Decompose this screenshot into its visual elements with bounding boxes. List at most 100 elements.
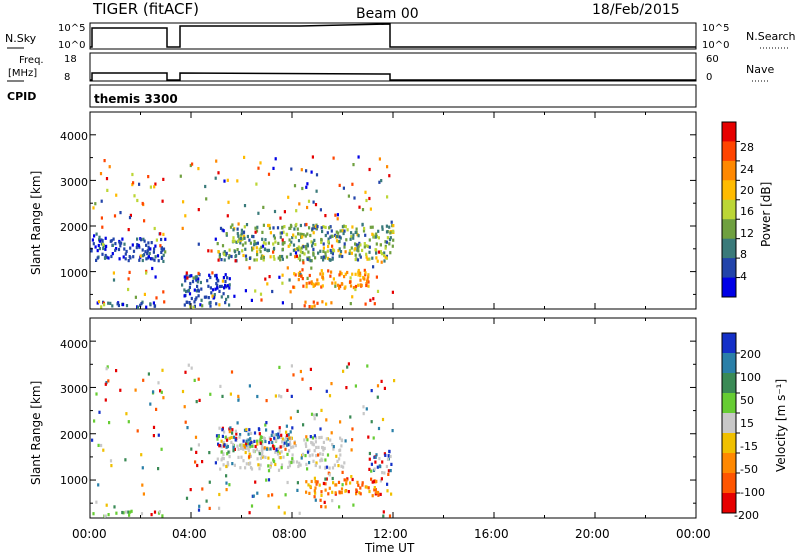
freq-label: Freq. bbox=[19, 55, 44, 66]
range-time-cell bbox=[223, 252, 226, 257]
range-time-cell bbox=[244, 254, 248, 258]
range-time-cell bbox=[225, 474, 228, 478]
range-time-cell bbox=[351, 477, 354, 482]
range-time-cell bbox=[386, 457, 390, 461]
range-time-cell bbox=[193, 300, 196, 304]
range-time-cell bbox=[95, 392, 98, 396]
xtick-2400: 00:00 bbox=[676, 527, 711, 541]
range-time-cell bbox=[300, 456, 303, 460]
range-time-cell bbox=[220, 450, 223, 454]
range-time-cell bbox=[114, 242, 117, 246]
range-time-cell bbox=[357, 273, 360, 277]
range-time-cell bbox=[297, 239, 301, 243]
range-time-cell bbox=[303, 438, 306, 442]
range-time-cell bbox=[95, 500, 98, 504]
range-time-cell bbox=[312, 231, 315, 235]
range-time-cell bbox=[103, 159, 106, 163]
range-time-cell bbox=[281, 226, 284, 230]
range-time-cell bbox=[344, 285, 347, 289]
range-time-cell bbox=[271, 493, 274, 497]
range-time-cell bbox=[388, 514, 392, 518]
range-time-cell bbox=[141, 258, 144, 263]
range-time-cell bbox=[256, 491, 259, 495]
power-cb-tick-28: 28 bbox=[740, 141, 754, 154]
range-time-cell bbox=[147, 241, 150, 245]
range-time-cell bbox=[340, 438, 343, 442]
range-time-cell bbox=[329, 225, 332, 229]
range-time-cell bbox=[203, 295, 206, 299]
range-time-cell bbox=[325, 389, 328, 393]
range-time-cell bbox=[343, 229, 346, 233]
range-time-cell bbox=[276, 226, 280, 230]
range-time-cell bbox=[104, 382, 107, 386]
range-time-cell bbox=[281, 281, 284, 285]
range-time-cell bbox=[312, 223, 315, 228]
range-time-cell bbox=[375, 479, 378, 483]
nsky-tick-bottom: 10^0 bbox=[58, 40, 85, 51]
range-time-cell bbox=[376, 465, 379, 469]
range-time-cell bbox=[370, 420, 373, 424]
range-time-cell bbox=[225, 481, 228, 485]
range-time-cell bbox=[160, 246, 163, 250]
range-time-cell bbox=[235, 432, 238, 436]
range-time-cell bbox=[164, 237, 167, 241]
range-time-cell bbox=[127, 510, 130, 514]
range-time-cell bbox=[385, 240, 388, 244]
range-time-cell bbox=[245, 441, 248, 445]
range-time-cell bbox=[349, 481, 352, 485]
range-time-cell bbox=[376, 259, 379, 263]
range-time-cell bbox=[357, 483, 360, 487]
range-time-cell bbox=[341, 470, 344, 474]
range-time-cell bbox=[282, 241, 285, 245]
range-time-cell bbox=[389, 454, 392, 459]
range-time-cell bbox=[388, 174, 391, 178]
range-time-cell bbox=[216, 242, 219, 246]
range-time-cell bbox=[295, 209, 298, 213]
range-time-cell bbox=[104, 247, 107, 251]
range-time-cell bbox=[311, 305, 314, 309]
range-time-cell bbox=[140, 302, 143, 306]
range-time-cell bbox=[319, 249, 322, 253]
range-time-cell bbox=[214, 287, 217, 291]
range-time-cell bbox=[337, 464, 340, 468]
range-time-cell bbox=[322, 246, 325, 250]
range-time-cell bbox=[256, 253, 259, 257]
range-time-cell bbox=[236, 421, 239, 425]
range-time-cell bbox=[152, 301, 155, 305]
range-time-cell bbox=[220, 445, 223, 449]
range-time-cell bbox=[245, 427, 248, 432]
range-time-cell bbox=[252, 235, 255, 239]
range-time-cell bbox=[234, 254, 237, 259]
range-time-cell bbox=[371, 480, 374, 484]
range-time-cell bbox=[127, 420, 130, 424]
range-time-cell bbox=[221, 456, 224, 460]
velocity-ytick-2000: 2000 bbox=[60, 429, 88, 442]
range-time-cell bbox=[305, 281, 308, 286]
range-time-cell bbox=[117, 247, 121, 252]
power-y-label: Slant Range [km] bbox=[29, 171, 43, 275]
range-time-cell bbox=[140, 512, 144, 516]
power-cb-tick-12: 12 bbox=[740, 227, 754, 240]
range-time-cell bbox=[232, 228, 235, 232]
range-time-cell bbox=[285, 255, 289, 259]
range-time-cell bbox=[342, 369, 345, 373]
range-time-cell bbox=[331, 281, 334, 285]
range-time-cell bbox=[227, 256, 230, 260]
range-time-cell bbox=[324, 482, 327, 486]
range-time-cell bbox=[321, 284, 324, 288]
range-time-cell bbox=[264, 423, 267, 427]
range-time-cell bbox=[240, 443, 243, 447]
range-time-cell bbox=[186, 300, 189, 304]
range-time-cell bbox=[245, 439, 248, 443]
range-time-cell bbox=[129, 246, 132, 250]
range-time-cell bbox=[357, 245, 360, 249]
range-time-cell bbox=[162, 232, 165, 236]
range-time-cell bbox=[310, 479, 313, 484]
range-time-cell bbox=[99, 172, 103, 176]
range-time-cell bbox=[383, 251, 386, 255]
range-time-cell bbox=[313, 449, 316, 453]
range-time-cell bbox=[253, 239, 256, 244]
range-time-cell bbox=[350, 246, 353, 250]
range-time-cell bbox=[391, 244, 394, 248]
range-time-cell bbox=[256, 442, 259, 446]
